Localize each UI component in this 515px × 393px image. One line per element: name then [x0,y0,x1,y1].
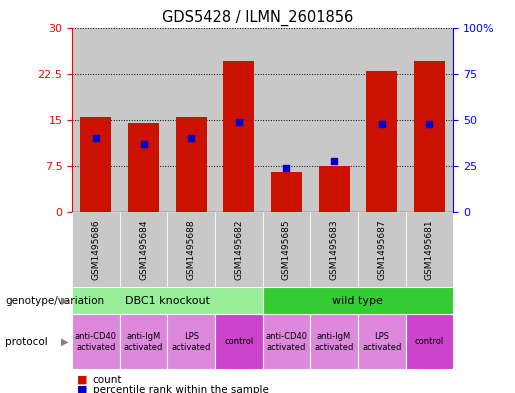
Point [235,119,243,125]
Bar [72,212,119,287]
Bar [358,314,406,369]
Bar [215,212,263,287]
Bar [310,314,358,369]
Text: ▶: ▶ [61,337,68,347]
Bar [358,212,405,287]
Bar [263,287,453,314]
Text: GSM1495686: GSM1495686 [92,219,100,280]
Bar [263,314,310,369]
Text: anti-CD40
activated: anti-CD40 activated [75,332,117,352]
Text: GSM1495684: GSM1495684 [139,219,148,280]
Bar [119,314,167,369]
Text: GSM1495685: GSM1495685 [282,219,291,280]
Bar [167,212,215,287]
Text: percentile rank within the sample: percentile rank within the sample [93,385,269,393]
Bar [72,287,263,314]
Text: DBC1 knockout: DBC1 knockout [125,296,210,306]
Text: control: control [415,338,444,346]
Text: anti-IgM
activated: anti-IgM activated [315,332,354,352]
Bar [406,314,453,369]
Bar [358,28,405,212]
Bar [263,212,310,287]
Text: protocol: protocol [5,337,48,347]
Bar [215,28,263,212]
Bar [405,28,453,212]
Bar [310,212,358,287]
Bar [167,28,215,212]
Point [140,141,148,147]
Point [282,165,290,171]
Bar [414,61,445,212]
Text: ■: ■ [77,385,88,393]
Text: GSM1495683: GSM1495683 [330,219,338,280]
Bar [72,28,119,212]
Text: GSM1495687: GSM1495687 [377,219,386,280]
Point [92,135,100,141]
Text: count: count [93,375,122,385]
Bar [310,28,358,212]
Text: GSM1495682: GSM1495682 [234,219,243,280]
Text: anti-CD40
activated: anti-CD40 activated [265,332,307,352]
Bar [224,61,254,212]
Bar [128,123,159,212]
Text: LPS
activated: LPS activated [171,332,211,352]
Text: control: control [224,338,253,346]
Text: wild type: wild type [333,296,383,306]
Text: anti-IgM
activated: anti-IgM activated [124,332,163,352]
Bar [263,28,310,212]
Bar [80,117,111,212]
Bar [271,172,302,212]
Text: LPS
activated: LPS activated [362,332,401,352]
Text: GSM1495688: GSM1495688 [187,219,196,280]
Bar [72,314,119,369]
Bar [366,71,397,212]
Bar [405,212,453,287]
Point [187,135,195,141]
Bar [167,314,215,369]
Point [425,120,434,127]
Text: GDS5428 / ILMN_2601856: GDS5428 / ILMN_2601856 [162,10,353,26]
Text: ■: ■ [77,375,88,385]
Text: ▶: ▶ [61,296,68,306]
Bar [176,117,207,212]
Point [377,120,386,127]
Bar [119,28,167,212]
Point [330,157,338,163]
Text: GSM1495681: GSM1495681 [425,219,434,280]
Bar [319,166,350,212]
Bar [119,212,167,287]
Text: genotype/variation: genotype/variation [5,296,104,306]
Bar [215,314,263,369]
